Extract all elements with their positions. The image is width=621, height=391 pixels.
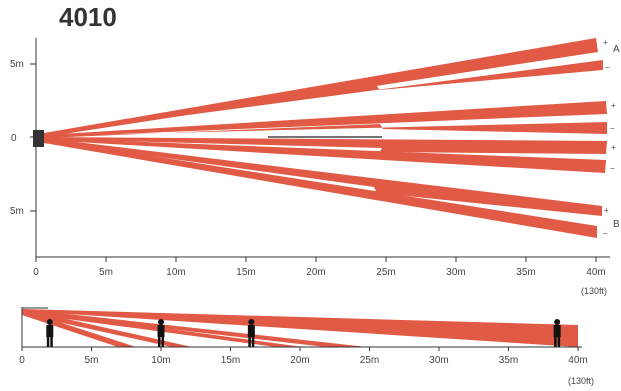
top-view-beams xyxy=(44,38,607,238)
side-x-tick-label: 35m xyxy=(499,355,518,366)
polarity-upper-plus: + xyxy=(611,101,616,110)
diagram-title: 4010 xyxy=(59,2,117,32)
polarity-b-minus: − xyxy=(603,229,608,238)
zone-label-b: B xyxy=(613,219,620,230)
side-x-tick-label: 20m xyxy=(290,355,309,366)
top-x-tick-label: 40m xyxy=(586,267,605,278)
top-x-tick-label: 15m xyxy=(236,267,255,278)
top-x-tick-label: 5m xyxy=(99,267,113,278)
beam-b-minus xyxy=(44,139,597,238)
top-x-tick-label: 10m xyxy=(166,267,185,278)
polarity-a-plus: + xyxy=(603,38,608,47)
side-view-beams xyxy=(22,309,578,347)
polarity-upper-minus: − xyxy=(610,124,615,133)
side-view-people xyxy=(46,319,561,347)
side-x-tick-label: 25m xyxy=(360,355,379,366)
zone-label-a: A xyxy=(613,44,620,55)
beam-upper-inner-plus xyxy=(44,101,607,137)
top-x-tick-label: 0 xyxy=(33,267,39,278)
person-silhouette-icon xyxy=(46,319,54,347)
side-x-tick-label: 40m xyxy=(568,355,587,366)
side-x-tick-label: 0 xyxy=(19,355,25,366)
top-view: 5m 0 5m + A − + − + − + B − 0 5m 10m 15m 20m… xyxy=(10,38,620,296)
y-label-upper: 5m xyxy=(10,59,24,70)
beam-upper-inner-minus xyxy=(44,122,607,138)
beam-a-minus xyxy=(44,60,603,137)
polarity-b-plus: + xyxy=(604,206,609,215)
side-view-x-ticks: 0 5m 10m 15m 20m 25m 30m 35m 40m xyxy=(19,347,588,366)
top-x-tick-label: 25m xyxy=(376,267,395,278)
top-view-x-end-unit: (130ft) xyxy=(581,286,607,296)
polarity-lower-plus: + xyxy=(611,143,616,152)
sensor-unit xyxy=(33,130,44,147)
side-x-tick-label: 30m xyxy=(429,355,448,366)
beam-b-plus xyxy=(44,138,602,216)
top-x-tick-label: 30m xyxy=(446,267,465,278)
beam-lower-inner-minus xyxy=(44,138,606,173)
beam-a-plus xyxy=(44,38,598,137)
side-beam-1 xyxy=(22,309,578,347)
person-silhouette-icon xyxy=(553,319,561,347)
side-x-tick-label: 15m xyxy=(221,355,240,366)
person-silhouette-icon xyxy=(157,319,165,347)
side-view: 0 5m 10m 15m 20m 25m 30m 35m 40m (130ft) xyxy=(19,307,594,386)
polarity-a-minus: − xyxy=(605,63,610,72)
side-x-tick-label: 5m xyxy=(85,355,99,366)
side-x-tick-label: 10m xyxy=(151,355,170,366)
side-beam-2 xyxy=(22,309,367,347)
top-view-x-ticks: 0 5m 10m 15m 20m 25m 30m 35m 40m xyxy=(33,257,606,278)
y-label-lower: 5m xyxy=(10,206,24,217)
side-view-x-end-unit: (130ft) xyxy=(568,376,594,386)
side-beam-4 xyxy=(22,309,192,347)
polarity-lower-minus: − xyxy=(610,164,615,173)
top-x-tick-label: 20m xyxy=(306,267,325,278)
person-silhouette-icon xyxy=(247,319,255,347)
top-x-tick-label: 35m xyxy=(516,267,535,278)
y-label-center: 0 xyxy=(11,133,17,144)
beam-lower-inner-plus xyxy=(44,137,607,154)
